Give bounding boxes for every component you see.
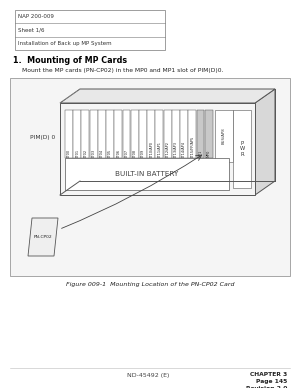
Text: LT01: LT01 xyxy=(75,149,79,157)
Text: 1.  Mounting of MP Cards: 1. Mounting of MP Cards xyxy=(13,56,127,65)
Bar xyxy=(147,110,155,158)
Text: Mount the MP cards (PN-CP02) in the MP0 and MP1 slot of PIM(D)0.: Mount the MP cards (PN-CP02) in the MP0 … xyxy=(22,68,224,73)
Bar xyxy=(123,110,130,158)
Bar xyxy=(106,110,114,158)
Text: LT11/AP1: LT11/AP1 xyxy=(158,141,161,157)
Bar xyxy=(172,110,180,158)
Bar xyxy=(131,110,139,158)
Bar xyxy=(98,110,106,158)
Text: Sheet 1/6: Sheet 1/6 xyxy=(18,28,44,33)
Bar xyxy=(15,10,165,50)
Text: LT04: LT04 xyxy=(100,149,104,157)
Text: LT14/AP4: LT14/AP4 xyxy=(182,141,186,157)
Text: LT02: LT02 xyxy=(83,149,87,157)
Text: BUS/AP8: BUS/AP8 xyxy=(222,128,226,144)
Text: LT13/AP3: LT13/AP3 xyxy=(174,141,178,157)
Bar xyxy=(215,110,233,162)
Bar xyxy=(10,78,290,276)
Bar xyxy=(65,158,229,190)
Bar xyxy=(139,110,147,158)
Text: LT07: LT07 xyxy=(124,149,128,157)
Text: LT08: LT08 xyxy=(133,149,137,157)
Polygon shape xyxy=(255,89,275,195)
Text: ND-45492 (E): ND-45492 (E) xyxy=(127,374,169,379)
Bar xyxy=(233,110,251,188)
Text: BUILT-IN BATTERY: BUILT-IN BATTERY xyxy=(116,171,178,177)
Polygon shape xyxy=(60,89,275,103)
Text: LT09: LT09 xyxy=(141,149,145,157)
Bar xyxy=(164,110,172,158)
Bar xyxy=(196,110,205,158)
Text: LT10/AP0: LT10/AP0 xyxy=(149,141,153,157)
Text: LT00: LT00 xyxy=(67,149,71,157)
Bar xyxy=(90,110,98,158)
Bar xyxy=(81,110,89,158)
Bar xyxy=(180,110,188,158)
Text: LT06: LT06 xyxy=(116,149,120,157)
Bar xyxy=(205,110,213,158)
Text: P
W
R: P W R xyxy=(239,141,244,157)
Text: PIM(D) 0: PIM(D) 0 xyxy=(30,135,55,140)
Text: Installation of Back up MP System: Installation of Back up MP System xyxy=(18,41,112,46)
Text: MP1: MP1 xyxy=(199,150,203,157)
Text: MP0: MP0 xyxy=(207,150,211,157)
Bar xyxy=(60,103,255,195)
Bar xyxy=(73,110,81,158)
Bar xyxy=(188,110,196,158)
Text: LT05: LT05 xyxy=(108,149,112,157)
Text: LT12/AP2: LT12/AP2 xyxy=(166,141,170,157)
Text: LT03: LT03 xyxy=(92,149,96,157)
Bar xyxy=(155,110,164,158)
Text: LT15/FP/AP5: LT15/FP/AP5 xyxy=(190,136,194,157)
Text: CHAPTER 3
Page 145
Revision 2.0: CHAPTER 3 Page 145 Revision 2.0 xyxy=(246,372,287,388)
Text: NAP 200-009: NAP 200-009 xyxy=(18,14,54,19)
Polygon shape xyxy=(28,218,58,256)
Text: PN-CP02: PN-CP02 xyxy=(34,235,52,239)
Text: Figure 009-1  Mounting Location of the PN-CP02 Card: Figure 009-1 Mounting Location of the PN… xyxy=(66,282,234,287)
Bar xyxy=(65,110,73,158)
Bar xyxy=(114,110,122,158)
